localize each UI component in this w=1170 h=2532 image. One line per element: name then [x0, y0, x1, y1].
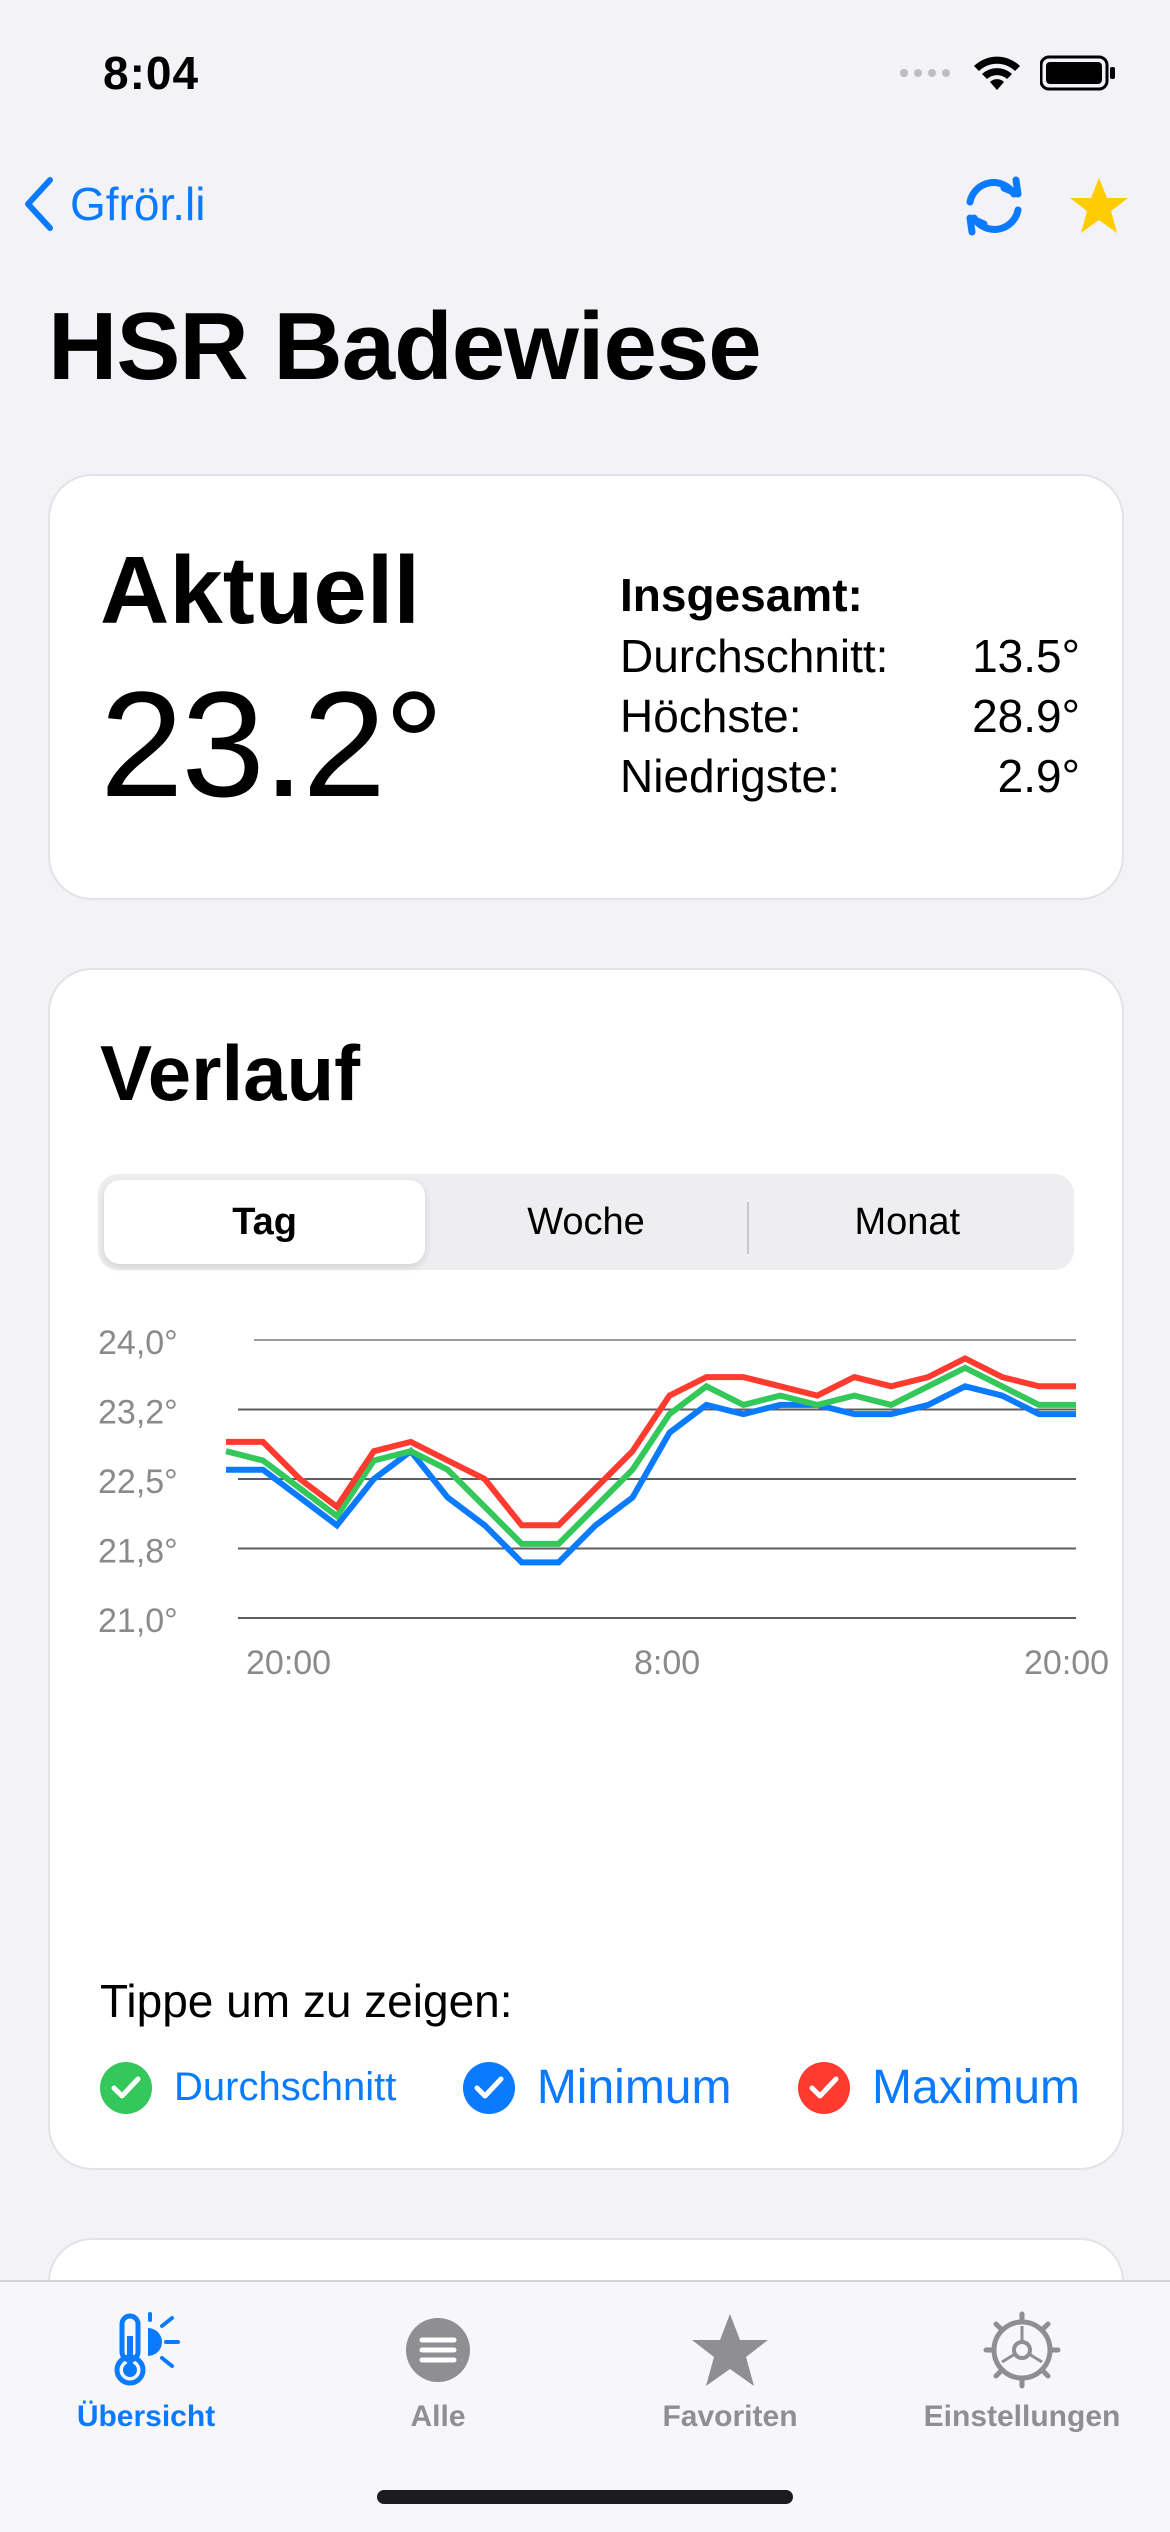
- stats-row-lowest: Niedrigste: 2.9°: [620, 746, 1080, 806]
- overall-stats: Insgesamt: Durchschnitt: 13.5° Höchste: …: [620, 568, 1080, 806]
- tab-overview-label: Übersicht: [76, 2400, 216, 2433]
- toggle-average[interactable]: Durchschnitt: [100, 2061, 397, 2114]
- star-icon[interactable]: [1068, 176, 1130, 236]
- thermometer-sun-icon: [114, 2312, 180, 2386]
- y-tick-label: 23,2°: [98, 1394, 178, 1432]
- stats-value: 28.9°: [972, 690, 1080, 742]
- series-line-minimum: [226, 1383, 1076, 1566]
- back-button-label: Gfrör.li: [70, 178, 206, 230]
- series-line-maximum: [226, 1355, 1076, 1529]
- stats-value: 2.9°: [997, 750, 1080, 802]
- segment-month-label: Monat: [854, 1200, 961, 1243]
- checkmark-circle-icon: [100, 2061, 152, 2114]
- segment-month[interactable]: Monat: [746, 1180, 1068, 1264]
- current-temperature: 23.2°: [100, 660, 444, 828]
- refresh-icon[interactable]: [960, 176, 1028, 236]
- tab-settings[interactable]: Einstellungen: [912, 2310, 1132, 2434]
- list-icon: [406, 2318, 470, 2382]
- tab-bar: Übersicht Alle Favoriten: [0, 2280, 1170, 2532]
- toggle-average-label: Durchschnitt: [174, 2065, 397, 2109]
- history-title: Verlauf: [100, 1029, 361, 1117]
- period-segmented-control: Tag Woche Monat: [98, 1174, 1074, 1270]
- star-icon: [692, 2314, 768, 2386]
- x-tick-label: 8:00: [634, 1644, 700, 1682]
- tab-settings-label: Einstellungen: [923, 2400, 1121, 2433]
- stats-heading: Insgesamt:: [620, 569, 863, 621]
- nav-actions: [960, 176, 1130, 236]
- stats-row-highest: Höchste: 28.9°: [620, 686, 1080, 746]
- page-title: HSR Badewiese: [48, 293, 762, 400]
- y-tick-label: 21,0°: [98, 1602, 178, 1640]
- status-time: 8:04: [103, 47, 200, 99]
- temperature-chart[interactable]: 24,0° 23,2° 22,5° 21,8° 21,0° 20:00 8:00 20:00: [50, 1310, 1126, 1930]
- y-tick-label: 24,0°: [98, 1324, 178, 1362]
- segment-week-label: Woche: [527, 1200, 645, 1243]
- signal-icon: [900, 69, 950, 77]
- toggle-maximum-label: Maximum: [871, 2061, 1080, 2114]
- toggle-minimum[interactable]: Minimum: [462, 2060, 732, 2115]
- checkmark-circle-icon: [462, 2061, 515, 2114]
- tab-favorites-label: Favoriten: [662, 2400, 798, 2433]
- tap-hint: Tippe um zu zeigen:: [100, 1975, 513, 2027]
- segment-week[interactable]: Woche: [425, 1180, 746, 1264]
- gear-icon: [983, 2311, 1061, 2389]
- status-icons: [898, 54, 1116, 92]
- series-toggle-legend: Durchschnitt Minimum Maximum: [100, 2060, 1080, 2115]
- navigation-bar: Gfrör.li: [0, 170, 1170, 250]
- wifi-icon: [974, 56, 1020, 90]
- tab-all[interactable]: Alle: [328, 2310, 548, 2434]
- stats-label: Höchste:: [620, 690, 802, 742]
- current-card: Aktuell 23.2° Insgesamt: Durchschnitt: 1…: [48, 474, 1124, 900]
- stats-label: Durchschnitt:: [620, 630, 889, 682]
- segment-divider: [746, 1202, 749, 1254]
- toggle-maximum[interactable]: Maximum: [797, 2060, 1080, 2115]
- status-bar: 8:04: [0, 0, 1170, 150]
- tab-favorites[interactable]: Favoriten: [620, 2310, 840, 2434]
- stats-value: 13.5°: [972, 630, 1080, 682]
- toggle-minimum-label: Minimum: [536, 2061, 732, 2114]
- series-line-durchschnitt: [225, 1364, 1076, 1547]
- tab-all-label: Alle: [410, 2400, 466, 2433]
- segment-day[interactable]: Tag: [104, 1180, 426, 1264]
- x-tick-label: 20:00: [1024, 1644, 1109, 1682]
- checkmark-circle-icon: [797, 2061, 850, 2114]
- back-button[interactable]: Gfrör.li: [22, 176, 205, 232]
- current-label: Aktuell: [100, 537, 421, 644]
- chevron-left-icon: [25, 177, 53, 231]
- y-tick-label: 22,5°: [98, 1463, 178, 1501]
- stats-row-average: Durchschnitt: 13.5°: [620, 626, 1080, 686]
- tab-overview[interactable]: Übersicht: [36, 2310, 256, 2434]
- home-indicator: [377, 2490, 793, 2504]
- history-card: Verlauf Tag Woche Monat 24,0° 23,2° 22,5° 2…: [48, 968, 1124, 2170]
- battery-icon: [1040, 55, 1115, 91]
- x-tick-label: 20:00: [246, 1644, 331, 1682]
- chart-svg: 24,0° 23,2° 22,5° 21,8° 21,0° 20:00 8:00 20:00: [98, 1324, 1109, 1682]
- stats-label: Niedrigste:: [620, 750, 840, 802]
- y-tick-label: 21,8°: [98, 1533, 178, 1571]
